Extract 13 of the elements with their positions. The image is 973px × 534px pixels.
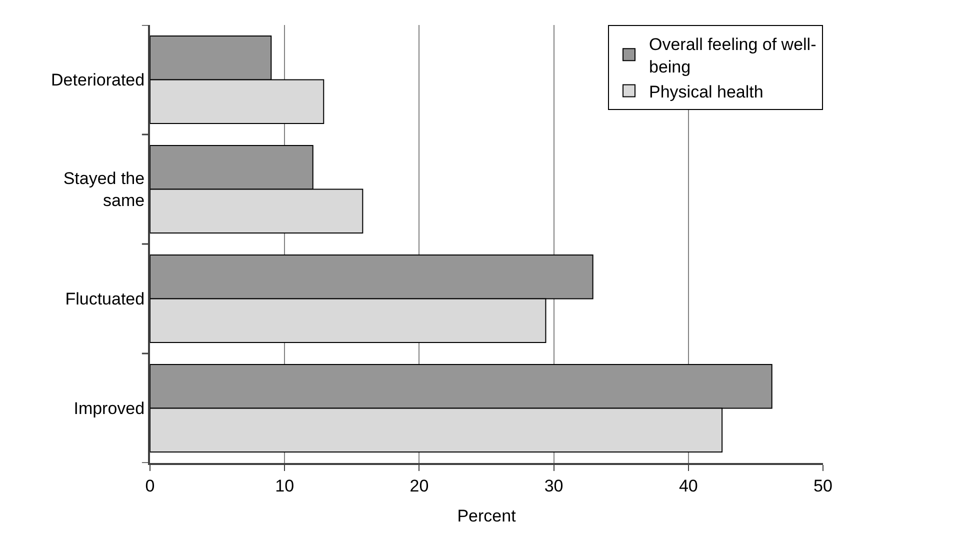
- y-tick-label: Improved: [74, 399, 145, 418]
- x-tick-label: 50: [814, 476, 832, 496]
- legend-label: Overall feeling of well-being: [649, 35, 816, 76]
- y-tick-label: Deteriorated: [51, 70, 145, 90]
- x-tick-label: 10: [275, 476, 294, 496]
- x-tick-label: 20: [410, 476, 429, 496]
- legend-label: Physical health: [649, 82, 764, 102]
- x-tick-label: 0: [145, 476, 155, 496]
- x-axis-title: Percent: [457, 506, 516, 526]
- y-tick-label: Fluctuated: [65, 290, 145, 309]
- y-tick-label: Stayed the same: [63, 169, 145, 210]
- x-tick-label: 30: [544, 476, 564, 496]
- x-tick-label: 40: [678, 476, 698, 496]
